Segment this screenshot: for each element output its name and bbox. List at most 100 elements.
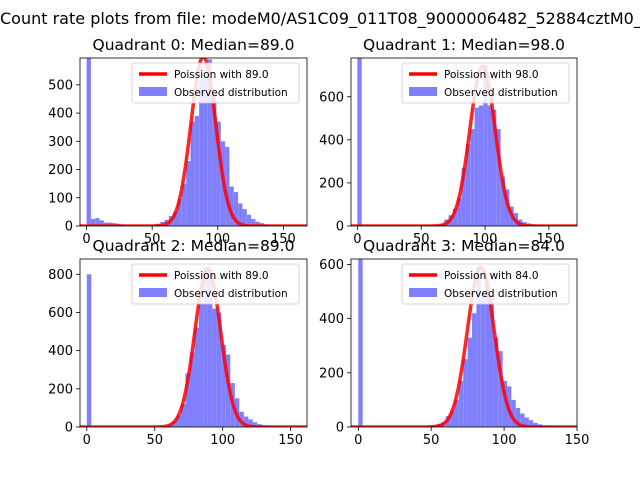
histogram-bar xyxy=(252,422,258,427)
y-tick-label: 0 xyxy=(65,220,73,235)
y-tick-label: 100 xyxy=(48,191,73,206)
x-tick-label: 50 xyxy=(413,232,430,247)
histogram-bar xyxy=(189,352,195,427)
histogram-bar xyxy=(496,129,501,226)
y-tick-label: 800 xyxy=(48,268,73,283)
legend-hist-swatch xyxy=(139,288,167,297)
y-tick-label: 300 xyxy=(48,135,73,150)
histogram-bar xyxy=(194,327,199,427)
histogram-bar xyxy=(185,373,190,427)
legend-label-poisson: Poission with 84.0 xyxy=(444,270,539,282)
histogram-bar xyxy=(520,413,525,427)
histogram-bar xyxy=(90,218,96,226)
plot-marks xyxy=(80,266,307,427)
histogram-bar xyxy=(452,208,458,226)
y-tick-label: 400 xyxy=(48,107,73,122)
histogram-bar xyxy=(524,417,529,427)
legend-box xyxy=(131,62,300,104)
x-tick-label: 0 xyxy=(82,232,90,247)
histogram-bar xyxy=(251,218,256,226)
histogram-bar xyxy=(176,415,181,427)
histogram-bar xyxy=(212,308,217,427)
histogram-bar xyxy=(212,93,217,226)
x-tick-label: 100 xyxy=(492,433,517,448)
histogram-bar xyxy=(242,209,247,226)
histogram-bar xyxy=(243,416,249,427)
histogram-bar xyxy=(86,274,92,427)
subplot-title: Quadrant 0: Median=89.0 xyxy=(93,36,295,54)
histogram-bar xyxy=(450,410,455,427)
x-tick-label: 50 xyxy=(146,433,163,448)
x-tick-label: 0 xyxy=(83,433,91,448)
y-tick-label: 200 xyxy=(319,366,344,381)
histogram-bar xyxy=(465,144,471,226)
axes-frame xyxy=(79,57,308,227)
subplot-quadrant-1: 0 50 100 150 0 200 400 600 Poission with 98.0 Obs… xyxy=(319,36,578,247)
histogram-bar xyxy=(474,107,479,226)
y-tick-label: 400 xyxy=(319,312,344,327)
legend-box xyxy=(401,62,570,104)
histogram-bar xyxy=(203,270,208,427)
x-tick-label: 50 xyxy=(144,232,161,247)
legend-label-observed: Observed distribution xyxy=(174,288,288,300)
histogram-bar xyxy=(457,198,462,226)
histogram-bar xyxy=(480,291,486,427)
subplot-quadrant-3: 0 50 100 150 0 200 400 600 Poission with 84.0 Obs… xyxy=(319,237,589,448)
histogram-bar xyxy=(463,359,468,427)
legend-hist-swatch xyxy=(409,288,437,297)
histogram-bar xyxy=(358,259,363,427)
histogram-bar xyxy=(207,59,213,226)
histogram-bar xyxy=(186,161,191,226)
histogram-bar xyxy=(467,337,473,427)
histogram-bar xyxy=(255,221,260,226)
y-tick-label: 0 xyxy=(336,220,344,235)
histogram-bar xyxy=(515,408,521,427)
histogram-bar xyxy=(173,211,178,226)
y-tick-label: 0 xyxy=(336,421,344,436)
histogram-bar xyxy=(461,167,466,226)
histogram-bar xyxy=(533,422,538,427)
x-tick-label: 100 xyxy=(473,232,498,247)
histogram-bar xyxy=(199,79,204,226)
x-tick-label: 150 xyxy=(536,232,561,247)
histogram-bar xyxy=(238,203,243,226)
x-tick-label: 150 xyxy=(565,433,590,448)
legend-box xyxy=(401,263,570,305)
y-tick-label: 600 xyxy=(319,258,344,273)
histogram-bar xyxy=(528,420,534,427)
y-tick-label: 400 xyxy=(48,344,73,359)
histogram-bar xyxy=(239,411,244,427)
subplot-quadrant-0: 0 50 100 150 0 100 200 300 400 500 Poission with 8… xyxy=(48,36,308,247)
legend-hist-swatch xyxy=(409,87,437,96)
y-tick-label: 200 xyxy=(48,163,73,178)
x-tick-label: 0 xyxy=(354,433,362,448)
x-tick-label: 150 xyxy=(271,232,296,247)
histogram-bar xyxy=(472,313,477,427)
histogram-bar xyxy=(357,58,362,226)
histogram-bar xyxy=(498,351,503,427)
histogram-bar xyxy=(207,270,213,427)
histogram-bar xyxy=(203,76,208,226)
legend-label-poisson: Poission with 89.0 xyxy=(174,270,269,282)
legend-label-observed: Observed distribution xyxy=(444,288,558,300)
legend-label-observed: Observed distribution xyxy=(444,87,558,99)
x-tick-label: 100 xyxy=(210,433,235,448)
legend-hist-swatch xyxy=(139,87,167,96)
y-tick-label: 200 xyxy=(319,176,344,191)
y-tick-label: 0 xyxy=(65,421,73,436)
histogram-bar xyxy=(177,199,182,226)
x-tick-label: 50 xyxy=(423,433,440,448)
axes-frame xyxy=(350,57,578,227)
figure-suptitle: Count rate plots from file: modeM0/AS1C0… xyxy=(0,9,640,28)
histogram-bar xyxy=(221,344,226,427)
plot-marks xyxy=(351,259,577,427)
histogram-bar xyxy=(248,419,253,427)
poisson-curve xyxy=(80,266,307,427)
histogram-bar xyxy=(194,115,200,226)
x-tick-label: 100 xyxy=(205,232,230,247)
axes-frame xyxy=(79,258,308,428)
y-tick-label: 500 xyxy=(48,78,73,93)
subplot-title: Quadrant 2: Median=89.0 xyxy=(93,237,295,255)
